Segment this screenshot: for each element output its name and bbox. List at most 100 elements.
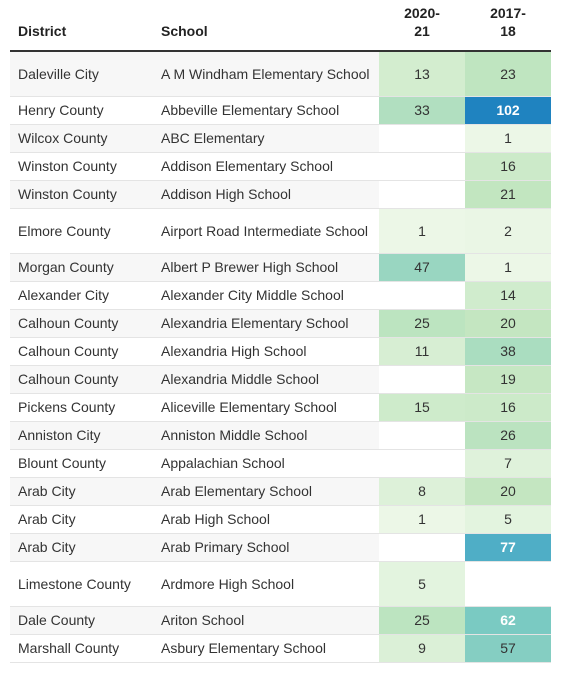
header-school[interactable]: School	[161, 23, 208, 39]
table-row: Calhoun County Alexandria Elementary Scho…	[10, 309, 551, 338]
table-row: Daleville City A M Windham Elementary Sch…	[10, 51, 551, 97]
table-row: Winston County Addison High School 21	[10, 180, 551, 209]
cell-school: Abbeville Elementary School	[153, 96, 379, 125]
cell-2020-21: 25	[379, 309, 465, 338]
table-row: Arab City Arab High School 1 5	[10, 505, 551, 534]
cell-2017-18	[465, 561, 551, 607]
cell-2020-21	[379, 124, 465, 153]
cell-2017-18: 1	[465, 253, 551, 282]
cell-2017-18: 62	[465, 606, 551, 635]
cell-school: Alexandria High School	[153, 337, 379, 366]
cell-district: Henry County	[10, 96, 153, 125]
cell-2017-18: 38	[465, 337, 551, 366]
header-2017-18[interactable]: 2017- 18	[465, 4, 551, 51]
header-row: District School 2020- 21 2017- 18	[10, 4, 551, 51]
cell-school: Albert P Brewer High School	[153, 253, 379, 282]
cell-district: Wilcox County	[10, 124, 153, 153]
table-row: Anniston City Anniston Middle School 26	[10, 421, 551, 450]
cell-2020-21	[379, 449, 465, 478]
cell-school: Alexandria Middle School	[153, 365, 379, 394]
cell-district: Arab City	[10, 533, 153, 562]
cell-school: Arab Primary School	[153, 533, 379, 562]
cell-school: ABC Elementary	[153, 124, 379, 153]
cell-2017-18: 77	[465, 533, 551, 562]
table-row: Elmore County Airport Road Intermediate S…	[10, 208, 551, 254]
cell-district: Winston County	[10, 180, 153, 209]
cell-district: Daleville City	[10, 51, 153, 97]
header-2020-21[interactable]: 2020- 21	[379, 4, 465, 51]
table-row: Morgan County Albert P Brewer High School…	[10, 253, 551, 282]
cell-school: Aliceville Elementary School	[153, 393, 379, 422]
cell-2017-18: 23	[465, 51, 551, 97]
cell-district: Calhoun County	[10, 309, 153, 338]
cell-district: Alexander City	[10, 281, 153, 310]
cell-2020-21	[379, 421, 465, 450]
cell-2020-21	[379, 180, 465, 209]
cell-school: Arab Elementary School	[153, 477, 379, 506]
cell-2020-21: 25	[379, 606, 465, 635]
cell-2020-21: 33	[379, 96, 465, 125]
header-2017-18-label: 2017- 18	[490, 5, 526, 39]
cell-district: Calhoun County	[10, 365, 153, 394]
cell-2017-18: 20	[465, 477, 551, 506]
cell-school: Airport Road Intermediate School	[153, 208, 379, 254]
cell-district: Arab City	[10, 505, 153, 534]
cell-2020-21: 13	[379, 51, 465, 97]
table-row: Marshall County Asbury Elementary School 9…	[10, 634, 551, 663]
cell-district: Elmore County	[10, 208, 153, 254]
cell-2020-21	[379, 533, 465, 562]
table-row: Dale County Ariton School 25 62	[10, 606, 551, 635]
table-row: Blount County Appalachian School 7	[10, 449, 551, 478]
table-row: Henry County Abbeville Elementary School 3…	[10, 96, 551, 125]
cell-school: Addison Elementary School	[153, 152, 379, 181]
cell-2017-18: 19	[465, 365, 551, 394]
cell-district: Winston County	[10, 152, 153, 181]
cell-school: Anniston Middle School	[153, 421, 379, 450]
cell-district: Anniston City	[10, 421, 153, 450]
cell-2017-18: 26	[465, 421, 551, 450]
cell-school: Ariton School	[153, 606, 379, 635]
cell-2020-21	[379, 152, 465, 181]
cell-2017-18: 20	[465, 309, 551, 338]
cell-2017-18: 16	[465, 152, 551, 181]
cell-2017-18: 1	[465, 124, 551, 153]
cell-2017-18: 57	[465, 634, 551, 663]
cell-2017-18: 5	[465, 505, 551, 534]
table-row: Alexander City Alexander City Middle Scho…	[10, 281, 551, 310]
cell-2020-21: 1	[379, 208, 465, 254]
data-table-container: District School 2020- 21 2017- 18 Dalevill…	[10, 4, 551, 663]
cell-2020-21: 9	[379, 634, 465, 663]
cell-school: Appalachian School	[153, 449, 379, 478]
table-row: Calhoun County Alexandria Middle School 19	[10, 365, 551, 394]
cell-school: Addison High School	[153, 180, 379, 209]
table-row: Limestone County Ardmore High School 5	[10, 561, 551, 607]
cell-district: Morgan County	[10, 253, 153, 282]
cell-2017-18: 7	[465, 449, 551, 478]
cell-2020-21: 8	[379, 477, 465, 506]
table-row: Wilcox County ABC Elementary 1	[10, 124, 551, 153]
cell-2017-18: 21	[465, 180, 551, 209]
cell-2020-21: 15	[379, 393, 465, 422]
header-district[interactable]: District	[18, 23, 67, 39]
cell-district: Limestone County	[10, 561, 153, 607]
cell-district: Pickens County	[10, 393, 153, 422]
table-row: Arab City Arab Primary School 77	[10, 533, 551, 562]
cell-district: Marshall County	[10, 634, 153, 663]
cell-district: Dale County	[10, 606, 153, 635]
cell-2020-21	[379, 281, 465, 310]
cell-school: Ardmore High School	[153, 561, 379, 607]
cell-2017-18: 16	[465, 393, 551, 422]
header-2020-21-label: 2020- 21	[404, 5, 440, 39]
cell-2020-21: 1	[379, 505, 465, 534]
table-row: Pickens County Aliceville Elementary Scho…	[10, 393, 551, 422]
cell-2017-18: 14	[465, 281, 551, 310]
table-row: Arab City Arab Elementary School 8 20	[10, 477, 551, 506]
cell-2017-18: 2	[465, 208, 551, 254]
cell-2017-18: 102	[465, 96, 551, 125]
table-row: Winston County Addison Elementary School 1…	[10, 152, 551, 181]
cell-2020-21: 47	[379, 253, 465, 282]
cell-2020-21	[379, 365, 465, 394]
cell-school: Arab High School	[153, 505, 379, 534]
table-row: Calhoun County Alexandria High School 11 38	[10, 337, 551, 366]
cell-school: Alexander City Middle School	[153, 281, 379, 310]
